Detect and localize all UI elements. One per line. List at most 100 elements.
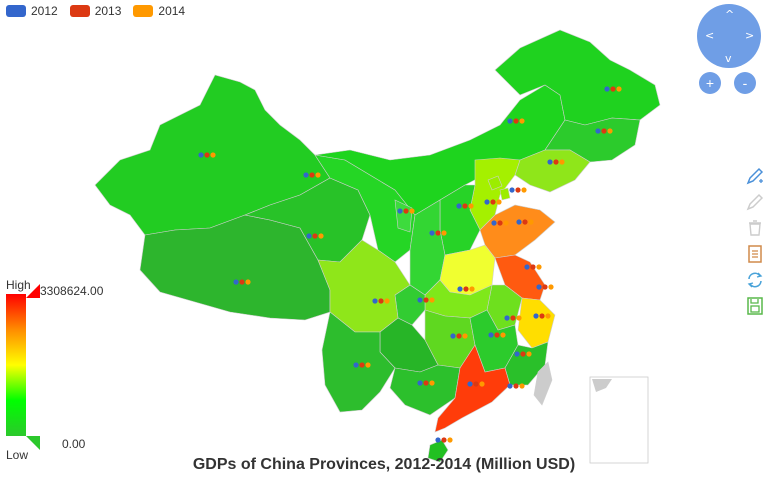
pan-left-button[interactable]: < (705, 29, 715, 42)
series-dot[interactable] (616, 86, 622, 92)
series-dot[interactable] (423, 297, 429, 303)
series-dot[interactable] (462, 333, 468, 339)
series-dot[interactable] (491, 220, 497, 226)
pan-down-button[interactable]: v (725, 52, 732, 65)
series-dot[interactable] (210, 152, 216, 158)
mark-icon[interactable] (744, 165, 766, 187)
region-yunnan[interactable] (321, 311, 396, 413)
roam-controller[interactable]: ^ v < > (697, 4, 761, 68)
series-dot[interactable] (435, 437, 441, 443)
series-dot[interactable] (607, 128, 613, 134)
series-dot[interactable] (239, 279, 245, 285)
series-dot[interactable] (513, 118, 519, 124)
series-dot[interactable] (403, 208, 409, 214)
series-dot[interactable] (303, 172, 309, 178)
series-dot[interactable] (309, 172, 315, 178)
series-dot[interactable] (353, 362, 359, 368)
series-dot[interactable] (530, 264, 536, 270)
series-dot[interactable] (456, 333, 462, 339)
series-dot[interactable] (519, 118, 525, 124)
series-dot[interactable] (233, 279, 239, 285)
series-dot[interactable] (312, 233, 318, 239)
series-dot[interactable] (306, 233, 312, 239)
series-dot[interactable] (441, 437, 447, 443)
save-image-icon[interactable] (744, 295, 766, 317)
series-dot[interactable] (553, 159, 559, 165)
series-dot[interactable] (522, 219, 528, 225)
region-zhejiang[interactable] (517, 297, 556, 349)
series-dot[interactable] (494, 332, 500, 338)
series-dot[interactable] (526, 351, 532, 357)
visual-map-gradient-bar[interactable] (6, 294, 26, 436)
zoom-in-button[interactable]: + (699, 72, 721, 94)
series-dot[interactable] (521, 187, 527, 193)
region-liaoning[interactable] (514, 149, 591, 193)
series-dot[interactable] (397, 208, 403, 214)
series-dot[interactable] (462, 203, 468, 209)
series-dot[interactable] (520, 351, 526, 357)
visual-map-min-handle[interactable] (26, 436, 40, 450)
series-dot[interactable] (507, 383, 513, 389)
series-dot[interactable] (473, 381, 479, 387)
series-dot[interactable] (429, 297, 435, 303)
series-dot[interactable] (467, 381, 473, 387)
series-dot[interactable] (417, 380, 423, 386)
series-dot[interactable] (536, 284, 542, 290)
series-dot[interactable] (435, 230, 441, 236)
series-dot[interactable] (378, 298, 384, 304)
series-dot[interactable] (417, 297, 423, 303)
visual-map-max-handle[interactable] (26, 284, 40, 298)
series-dot[interactable] (423, 380, 429, 386)
series-dot[interactable] (365, 362, 371, 368)
region-guangdong[interactable] (434, 344, 511, 433)
series-dot[interactable] (509, 187, 515, 193)
series-dot[interactable] (429, 380, 435, 386)
series-dot[interactable] (198, 152, 204, 158)
legend-item-2013[interactable]: 2013 (69, 4, 121, 18)
series-dot[interactable] (559, 159, 565, 165)
series-dot[interactable] (514, 351, 520, 357)
series-dot[interactable] (245, 279, 251, 285)
series-dot[interactable] (372, 298, 378, 304)
series-dot[interactable] (447, 437, 453, 443)
series-dot[interactable] (519, 383, 525, 389)
series-dot[interactable] (318, 233, 324, 239)
series-dot[interactable] (409, 208, 415, 214)
series-dot[interactable] (497, 220, 503, 226)
series-dot[interactable] (500, 332, 506, 338)
series-dot[interactable] (513, 383, 519, 389)
series-dot[interactable] (496, 199, 502, 205)
region-ningxia[interactable] (394, 199, 413, 233)
series-dot[interactable] (468, 203, 474, 209)
series-dot[interactable] (595, 128, 601, 134)
series-dot[interactable] (545, 313, 551, 319)
series-dot[interactable] (490, 199, 496, 205)
region-beijing[interactable] (487, 175, 503, 191)
series-dot[interactable] (515, 187, 521, 193)
series-dot[interactable] (536, 264, 542, 270)
series-dot[interactable] (548, 284, 554, 290)
series-dot[interactable] (516, 219, 522, 225)
series-dot[interactable] (601, 128, 607, 134)
zoom-out-button[interactable]: - (734, 72, 756, 94)
region-qinghai[interactable] (243, 177, 371, 263)
mark-undo-icon[interactable] (744, 191, 766, 213)
series-dot[interactable] (539, 313, 545, 319)
series-dot[interactable] (516, 315, 522, 321)
pan-up-button[interactable]: ^ (725, 8, 735, 21)
series-dot[interactable] (429, 230, 435, 236)
pan-right-button[interactable]: > (745, 29, 755, 42)
series-dot[interactable] (604, 86, 610, 92)
series-dot[interactable] (488, 332, 494, 338)
series-dot[interactable] (510, 315, 516, 321)
series-dot[interactable] (463, 286, 469, 292)
mark-clear-icon[interactable] (744, 217, 766, 239)
restore-icon[interactable] (744, 269, 766, 291)
series-dot[interactable] (484, 199, 490, 205)
legend-item-2014[interactable]: 2014 (133, 4, 185, 18)
series-dot[interactable] (469, 286, 475, 292)
series-dot[interactable] (610, 86, 616, 92)
series-dot[interactable] (503, 220, 509, 226)
series-dot[interactable] (533, 313, 539, 319)
series-dot[interactable] (547, 159, 553, 165)
